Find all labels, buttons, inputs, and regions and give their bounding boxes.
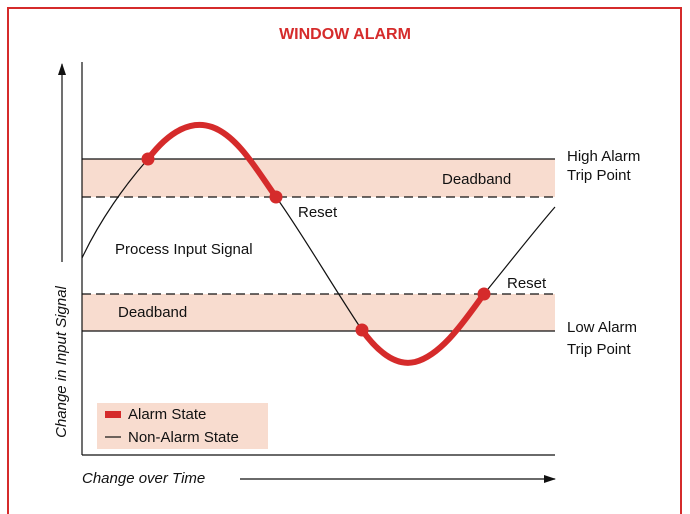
label: High Alarm	[567, 148, 640, 165]
legend-swatch	[105, 411, 121, 418]
label: Trip Point	[567, 341, 631, 358]
reset-dot	[477, 287, 491, 301]
label: Low Alarm	[567, 319, 637, 336]
trip-dot	[355, 323, 369, 337]
label: Deadband	[118, 304, 187, 321]
y-axis-label: Change in Input Signal	[53, 285, 70, 437]
label: Process Input Signal	[115, 241, 253, 258]
reset-dot	[269, 190, 283, 204]
label: Reset	[507, 275, 547, 292]
legend	[97, 403, 268, 449]
title: WINDOW ALARM	[279, 26, 411, 43]
label: Reset	[298, 204, 338, 221]
x-axis-label: Change over Time	[82, 470, 205, 487]
legend-label: Alarm State	[128, 406, 206, 423]
signal	[275, 196, 363, 331]
signal	[81, 158, 149, 259]
trip-dot	[141, 152, 155, 166]
alarm-signal	[359, 292, 487, 366]
legend-label: Non-Alarm State	[128, 429, 239, 446]
alarm-signal	[145, 121, 279, 199]
label: Trip Point	[567, 167, 631, 184]
label: Deadband	[442, 171, 511, 188]
upper-band	[82, 159, 555, 197]
signal	[483, 206, 556, 295]
